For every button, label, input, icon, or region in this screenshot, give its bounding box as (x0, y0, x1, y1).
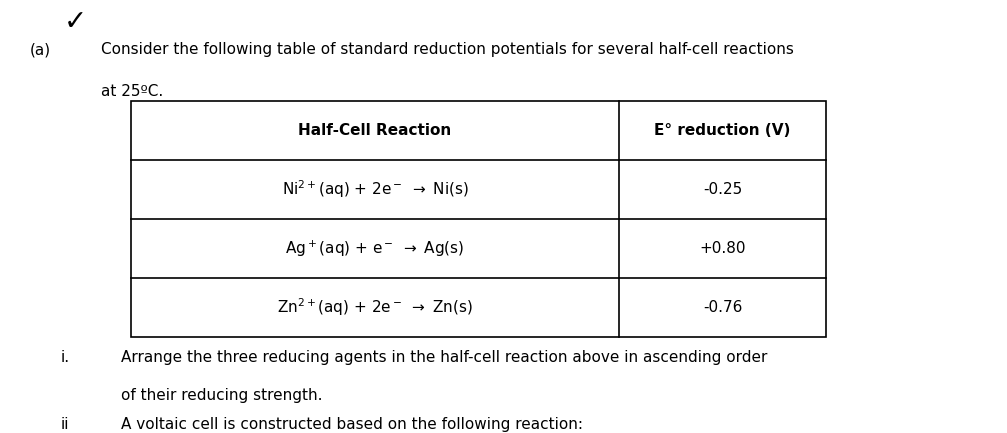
Text: at 25ºC.: at 25ºC. (101, 84, 163, 99)
Text: Consider the following table of standard reduction potentials for several half-c: Consider the following table of standard… (101, 42, 794, 57)
Text: -0.25: -0.25 (703, 182, 742, 197)
Text: Ag$^+$(aq) + e$^-$ $\rightarrow$ Ag(s): Ag$^+$(aq) + e$^-$ $\rightarrow$ Ag(s) (285, 239, 465, 259)
Text: Half-Cell Reaction: Half-Cell Reaction (298, 123, 452, 138)
Text: +0.80: +0.80 (699, 241, 746, 256)
Text: ii: ii (60, 417, 68, 432)
Text: (a): (a) (30, 42, 51, 57)
Text: i.: i. (60, 350, 69, 365)
Text: -0.76: -0.76 (703, 300, 742, 315)
Text: Zn$^{2+}$(aq) + 2e$^-$ $\rightarrow$ Zn(s): Zn$^{2+}$(aq) + 2e$^-$ $\rightarrow$ Zn(… (277, 297, 473, 318)
Text: E° reduction (V): E° reduction (V) (655, 123, 790, 138)
Text: A voltaic cell is constructed based on the following reaction:: A voltaic cell is constructed based on t… (121, 417, 583, 432)
Text: Ni$^{2+}$(aq) + 2e$^-$ $\rightarrow$ Ni(s): Ni$^{2+}$(aq) + 2e$^-$ $\rightarrow$ Ni(… (282, 179, 468, 200)
Text: of their reducing strength.: of their reducing strength. (121, 388, 322, 403)
Text: ✓: ✓ (63, 8, 88, 36)
Text: Arrange the three reducing agents in the half-cell reaction above in ascending o: Arrange the three reducing agents in the… (121, 350, 767, 365)
